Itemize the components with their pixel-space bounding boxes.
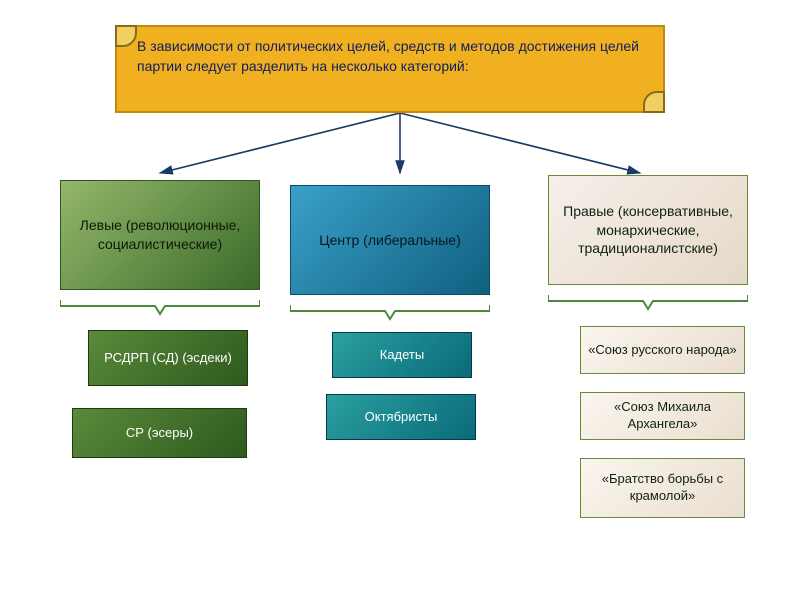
category-right-box: Правые (консервативные, монархические, т… [548, 175, 748, 285]
sub-item-right: «Братство борьбы с крамолой» [580, 458, 745, 518]
sub-item-label: Кадеты [380, 347, 424, 364]
sub-item-label: «Братство борьбы с крамолой» [585, 471, 740, 505]
category-center-label: Центр (либеральные) [319, 231, 461, 250]
bracket-center [290, 303, 490, 321]
header-text: В зависимости от политических целей, сре… [137, 38, 639, 74]
arrow-line [400, 113, 640, 173]
sub-item-center: Кадеты [332, 332, 472, 378]
sub-item-left: СР (эсеры) [72, 408, 247, 458]
sub-item-label: «Союз Михаила Архангела» [585, 399, 740, 433]
category-left-label: Левые (революционные, социалистические) [67, 216, 253, 254]
category-center-box: Центр (либеральные) [290, 185, 490, 295]
category-left-box: Левые (революционные, социалистические) [60, 180, 260, 290]
bracket-left [60, 298, 260, 316]
scroll-curl-bottom-right [643, 91, 665, 113]
sub-item-label: «Союз русского народа» [588, 342, 737, 359]
sub-item-right: «Союз русского народа» [580, 326, 745, 374]
header-box: В зависимости от политических целей, сре… [115, 25, 665, 113]
scroll-curl-top-left [115, 25, 137, 47]
arrows-svg [100, 113, 700, 183]
sub-item-center: Октябристы [326, 394, 476, 440]
arrow-line [160, 113, 400, 173]
category-right-label: Правые (консервативные, монархические, т… [555, 202, 741, 259]
sub-item-label: РСДРП (СД) (эсдеки) [104, 350, 232, 367]
sub-item-label: Октябристы [365, 409, 438, 426]
sub-item-left: РСДРП (СД) (эсдеки) [88, 330, 248, 386]
sub-item-label: СР (эсеры) [126, 425, 193, 442]
sub-item-right: «Союз Михаила Архангела» [580, 392, 745, 440]
bracket-right [548, 293, 748, 311]
